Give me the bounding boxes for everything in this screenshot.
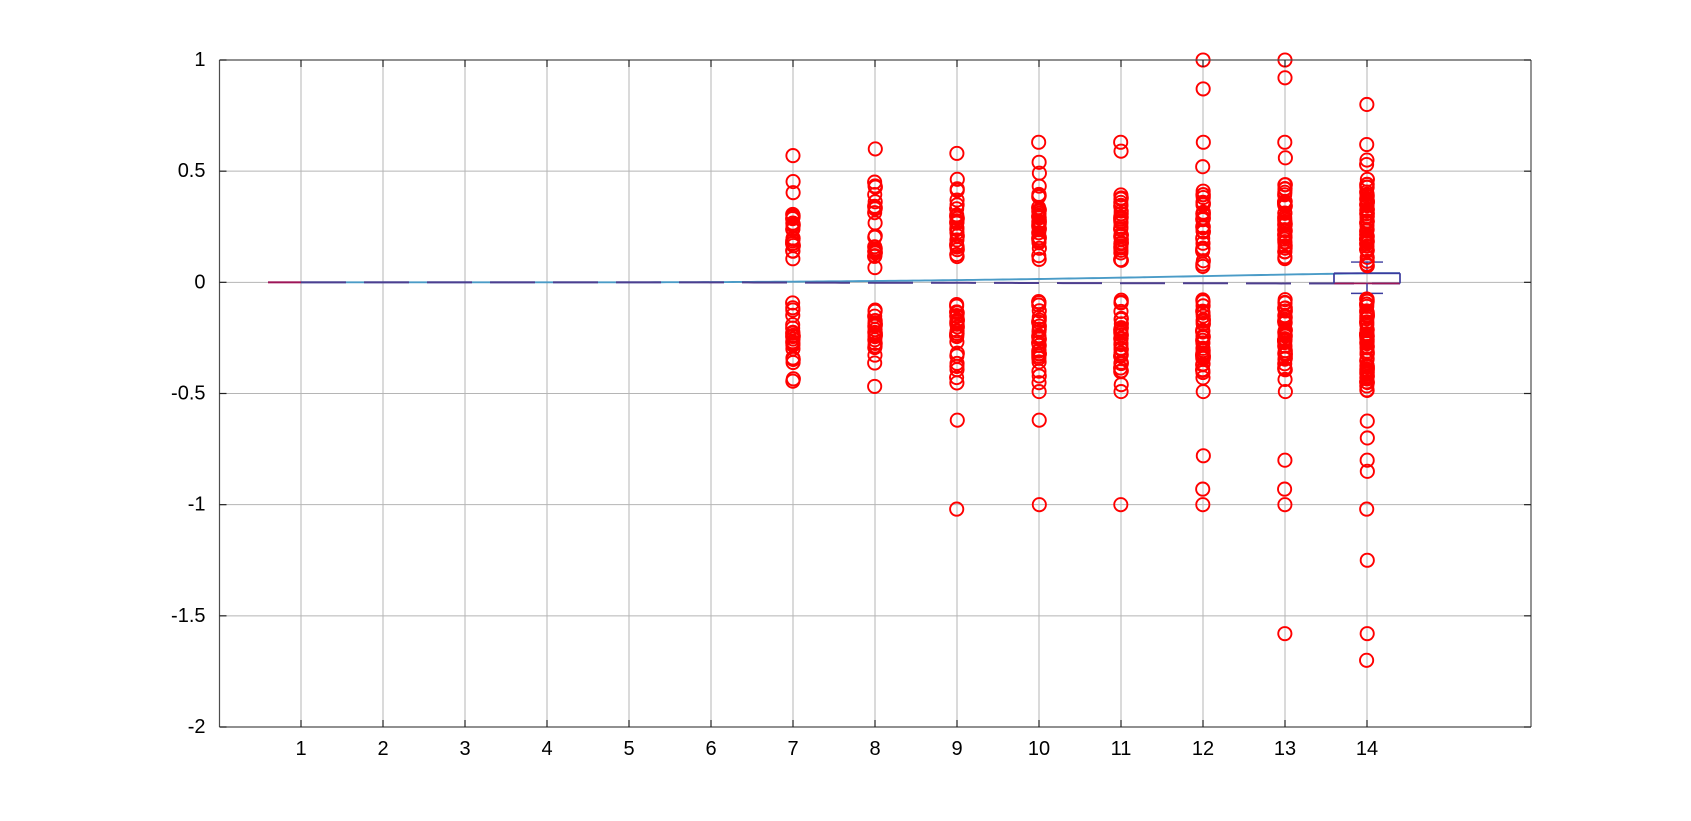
svg-text:0: 0 bbox=[194, 271, 205, 293]
svg-text:5: 5 bbox=[623, 738, 634, 760]
svg-text:6: 6 bbox=[705, 738, 716, 760]
svg-text:13: 13 bbox=[1274, 738, 1296, 760]
svg-text:3: 3 bbox=[459, 738, 470, 760]
svg-text:-0.5: -0.5 bbox=[171, 383, 205, 405]
svg-text:11: 11 bbox=[1111, 738, 1132, 760]
svg-text:14: 14 bbox=[1356, 738, 1378, 760]
svg-text:10: 10 bbox=[1028, 738, 1050, 760]
svg-text:12: 12 bbox=[1192, 738, 1214, 760]
svg-text:2: 2 bbox=[377, 738, 388, 760]
svg-text:-2: -2 bbox=[188, 716, 206, 738]
svg-text:1: 1 bbox=[194, 49, 205, 71]
svg-text:0.5: 0.5 bbox=[178, 160, 206, 182]
svg-text:7: 7 bbox=[787, 738, 798, 760]
svg-text:-1: -1 bbox=[188, 494, 206, 516]
svg-text:8: 8 bbox=[869, 738, 880, 760]
svg-text:4: 4 bbox=[541, 738, 552, 760]
svg-text:9: 9 bbox=[951, 738, 962, 760]
svg-text:-1.5: -1.5 bbox=[171, 605, 205, 627]
svg-text:1: 1 bbox=[295, 738, 306, 760]
